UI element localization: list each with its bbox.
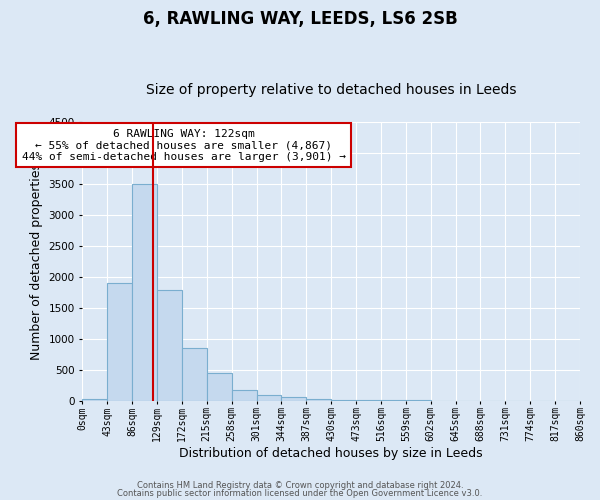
Text: Contains HM Land Registry data © Crown copyright and database right 2024.: Contains HM Land Registry data © Crown c… [137, 481, 463, 490]
Bar [207, 373, 232, 400]
Text: Contains public sector information licensed under the Open Government Licence v3: Contains public sector information licen… [118, 488, 482, 498]
X-axis label: Distribution of detached houses by size in Leeds: Distribution of detached houses by size … [179, 447, 483, 460]
Bar [307, 399, 331, 400]
Text: 6, RAWLING WAY, LEEDS, LS6 2SB: 6, RAWLING WAY, LEEDS, LS6 2SB [143, 10, 457, 28]
Text: 6 RAWLING WAY: 122sqm
← 55% of detached houses are smaller (4,867)
44% of semi-d: 6 RAWLING WAY: 122sqm ← 55% of detached … [22, 128, 346, 162]
Bar [157, 290, 182, 401]
Bar [132, 184, 157, 400]
Bar [257, 395, 281, 400]
Bar [107, 283, 132, 401]
Bar [182, 348, 207, 401]
Title: Size of property relative to detached houses in Leeds: Size of property relative to detached ho… [146, 83, 517, 97]
Bar [232, 390, 257, 400]
Y-axis label: Number of detached properties: Number of detached properties [30, 162, 43, 360]
Bar [82, 399, 107, 400]
Bar [281, 397, 307, 400]
